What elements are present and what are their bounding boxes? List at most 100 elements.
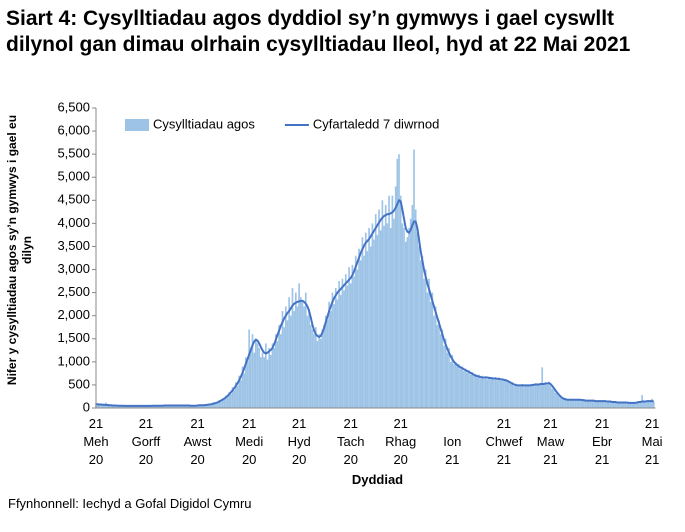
bar: [208, 403, 211, 408]
y-tick-label: 0: [83, 399, 90, 414]
bar: [534, 383, 537, 408]
bar: [116, 405, 119, 408]
bar: [361, 237, 364, 408]
legend-label: Cyfartaledd 7 diwrnod: [313, 116, 439, 131]
bar: [539, 384, 542, 408]
bar: [421, 255, 424, 408]
bar: [368, 228, 370, 408]
y-tick-label: 3,500: [57, 238, 90, 253]
bar: [548, 381, 550, 408]
bar: [529, 386, 532, 408]
bar: [637, 401, 640, 408]
bar: [647, 400, 650, 408]
x-tick-label: 21 Rhag 20: [385, 416, 417, 467]
bar: [488, 376, 490, 408]
bar: [118, 406, 121, 408]
x-tick-label: 21 Chwef 21: [485, 416, 523, 467]
bar: [461, 366, 464, 408]
bar: [146, 406, 149, 408]
bar: [246, 361, 249, 408]
bar: [411, 204, 414, 408]
bar: [381, 200, 384, 408]
bar: [619, 402, 622, 408]
bar: [281, 311, 284, 408]
bar: [393, 218, 395, 408]
bar: [481, 375, 484, 408]
bar: [176, 405, 179, 408]
bar: [143, 406, 146, 408]
bar: [276, 341, 279, 408]
bar: [328, 301, 330, 408]
bar: [621, 402, 623, 408]
bar: [617, 402, 620, 408]
bar: [399, 195, 402, 408]
bar: [166, 405, 169, 408]
bar: [496, 380, 499, 408]
bar: [291, 288, 294, 408]
bar: [649, 401, 652, 408]
bar: [253, 352, 256, 408]
legend-label: Cysylltiadau agos: [153, 116, 255, 131]
bar: [235, 382, 237, 408]
bar: [389, 228, 392, 408]
bar: [98, 403, 101, 408]
bar: [296, 306, 299, 408]
bar: [574, 399, 577, 408]
bar: [476, 377, 479, 408]
y-tick-label: 3,000: [57, 261, 90, 276]
bar: [369, 246, 372, 408]
bar: [538, 383, 540, 408]
bar: [596, 401, 598, 408]
bar: [441, 329, 444, 408]
bar: [356, 269, 359, 408]
bar: [388, 195, 390, 408]
bar: [250, 348, 252, 408]
bar: [313, 334, 315, 408]
bar: [474, 373, 477, 408]
bar: [255, 338, 257, 408]
bar: [561, 396, 564, 408]
bar: [634, 402, 637, 408]
bar: [326, 320, 329, 408]
bar: [616, 402, 618, 408]
bar: [215, 402, 217, 408]
bar: [434, 306, 437, 408]
bar: [304, 292, 307, 408]
bar: [334, 288, 337, 408]
x-tick-label: 21 Meh 20: [83, 416, 109, 467]
bar: [499, 380, 502, 408]
bar: [211, 402, 214, 408]
bar: [168, 405, 171, 408]
bar: [501, 380, 504, 408]
bar: [349, 283, 352, 408]
y-tick-label: 6,000: [57, 123, 90, 138]
bar: [629, 403, 632, 408]
bar: [602, 401, 605, 408]
bar: [498, 377, 500, 408]
bar: [611, 401, 613, 408]
bar: [584, 400, 587, 408]
bar: [348, 267, 350, 408]
bar: [371, 223, 374, 408]
bar: [261, 352, 264, 408]
bar: [228, 392, 231, 408]
bar: [294, 292, 297, 408]
bar: [503, 381, 505, 408]
bar: [518, 384, 520, 408]
bar: [597, 400, 600, 408]
bar: [511, 382, 514, 408]
bar: [271, 343, 274, 408]
bar: [581, 399, 584, 408]
bar: [491, 377, 494, 408]
bar: [386, 223, 389, 408]
bar: [238, 375, 241, 408]
bar: [220, 401, 222, 408]
bar: [516, 386, 519, 408]
bar: [391, 195, 394, 408]
bar: [175, 405, 177, 408]
bar: [568, 399, 570, 408]
x-tick-label: 21 Ebr 21: [592, 416, 613, 467]
bar: [632, 403, 635, 408]
bar: [353, 276, 355, 408]
bar: [203, 405, 206, 408]
